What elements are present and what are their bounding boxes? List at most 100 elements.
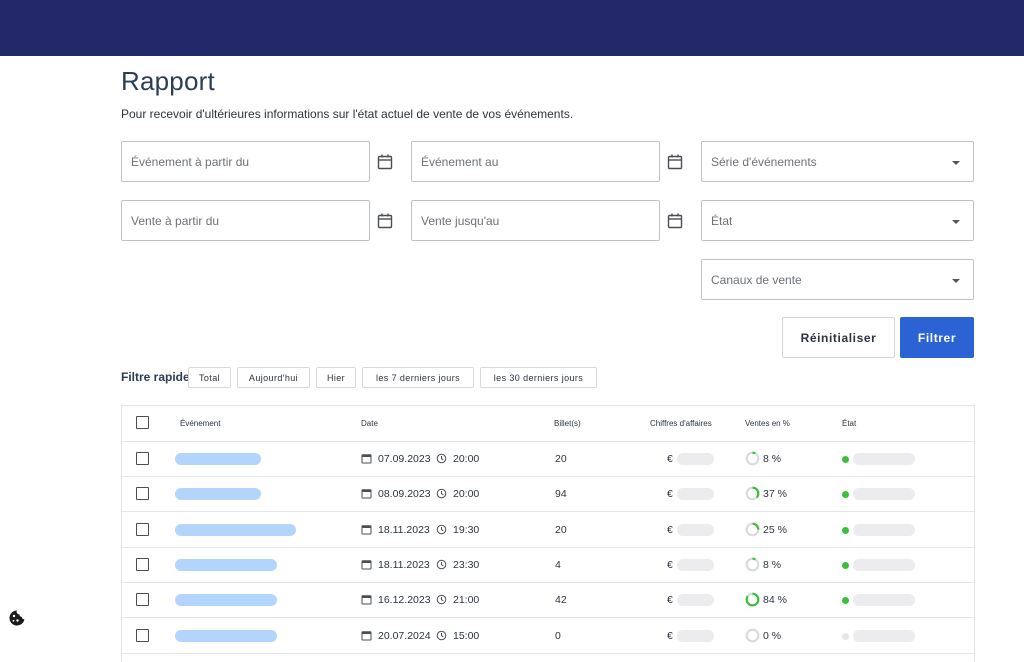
sales-percent: 8 % [763,558,782,571]
currency-symbol: € [667,558,673,571]
state-placeholder [853,558,915,571]
chevron-down-icon [952,279,960,283]
calendar-icon[interactable] [666,212,684,230]
ticket-count: 0 [555,629,561,642]
currency-symbol: € [667,453,673,465]
quick-filter-total[interactable]: Total [188,367,231,388]
state-placeholder [853,523,915,536]
table-row: 08.09.2023 20:00 94 €37 % [122,477,974,513]
revenue-placeholder [677,488,714,501]
sales-progress-ring [745,592,760,607]
state-placeholder [853,488,915,501]
event-name-placeholder[interactable] [175,629,277,642]
event-date: 18.11.2023 [378,523,430,536]
column-revenue[interactable]: Chiffres d'affaires [650,419,712,428]
event-date: 08.09.2023 [378,488,431,501]
column-event[interactable]: Événement [180,419,221,428]
top-navigation-bar [0,0,1024,56]
calendar-icon[interactable] [376,212,394,230]
table-row: 07.09.2023 20:00 20 €8 % [122,442,974,477]
revenue-placeholder [677,594,714,607]
state-placeholder [853,453,915,465]
sale-to-input[interactable]: Vente jusqu'au [411,200,660,241]
state-indicator [842,491,849,499]
currency-symbol: € [667,629,673,642]
sales-progress-ring [745,522,760,537]
ticket-count: 42 [555,594,567,607]
column-tickets[interactable]: Billet(s) [554,419,581,428]
sales-progress-ring [745,557,760,572]
calendar-icon [361,488,372,499]
row-checkbox[interactable] [136,452,149,465]
select-all-checkbox[interactable] [136,416,149,429]
revenue-placeholder [677,453,714,465]
event-name-placeholder[interactable] [175,488,261,501]
event-time: 20:00 [453,488,480,501]
state-select[interactable]: État [701,200,974,241]
event-to-input[interactable]: Événement au [411,141,660,182]
state-placeholder [853,629,915,642]
revenue-placeholder [677,629,714,642]
ticket-count: 94 [555,488,567,501]
report-table: Événement Date Billet(s) Chiffres d'affa… [121,405,975,662]
table-row: 18.11.2023 19:30 20 €25 % [122,513,974,548]
sales-progress-ring [745,486,760,501]
event-name-placeholder[interactable] [175,594,277,607]
state-indicator [842,456,849,463]
currency-symbol: € [667,488,673,501]
chevron-down-icon [952,220,960,224]
event-date: 16.12.2023 [378,594,431,607]
quick-filter-30-days[interactable]: les 30 derniers jours [480,367,597,388]
event-time: 23:30 [453,558,480,571]
event-series-select[interactable]: Série d'événements [701,141,974,182]
calendar-icon [361,453,372,464]
quick-filter-label: Filtre rapide [121,370,190,384]
sale-to-placeholder: Vente jusqu'au [421,214,500,228]
sales-percent: 8 % [763,453,782,465]
sales-progress-ring [745,628,760,643]
reset-button[interactable]: Réinitialiser [782,317,895,358]
quick-filter-yesterday[interactable]: Hier [316,367,356,388]
clock-icon [436,488,447,499]
ticket-count: 20 [555,453,567,465]
column-sales-percent[interactable]: Ventes en % [745,419,790,428]
sales-percent: 25 % [763,523,787,536]
event-name-placeholder[interactable] [175,523,296,536]
row-checkbox[interactable] [136,628,149,642]
filter-button[interactable]: Filtrer [900,317,974,358]
sale-from-input[interactable]: Vente à partir du [121,200,370,241]
state-placeholder: État [711,214,733,228]
event-name-placeholder[interactable] [175,453,261,465]
state-indicator [842,632,849,640]
row-checkbox[interactable] [136,557,149,571]
sales-channels-placeholder: Canaux de vente [711,273,802,287]
state-placeholder [853,594,915,607]
column-date[interactable]: Date [361,419,378,428]
column-state[interactable]: État [842,419,857,428]
cookie-icon[interactable] [8,609,26,627]
revenue-placeholder [677,558,714,571]
calendar-icon[interactable] [666,153,684,171]
event-date: 07.09.2023 [378,453,431,465]
table-row: 20.07.2024 15:00 0 €0 % [122,619,974,654]
sales-channels-select[interactable]: Canaux de vente [701,259,974,300]
row-checkbox[interactable] [136,522,149,536]
calendar-icon [361,524,372,535]
state-indicator [842,561,849,569]
table-header: Événement Date Billet(s) Chiffres d'affa… [122,406,974,442]
calendar-icon[interactable] [376,153,394,171]
row-checkbox[interactable] [136,593,149,607]
event-time: 19:30 [453,523,480,536]
clock-icon [436,630,447,641]
page-subtitle: Pour recevoir d'ultérieures informations… [121,107,574,121]
event-from-input[interactable]: Événement à partir du [121,141,370,182]
event-time: 15:00 [453,629,480,642]
event-name-placeholder[interactable] [175,558,277,571]
clock-icon [436,559,447,570]
quick-filter-today[interactable]: Aujourd'hui [237,367,310,388]
row-checkbox[interactable] [136,487,149,501]
event-from-placeholder: Événement à partir du [131,155,250,169]
table-row: 16.12.2023 21:00 42 €84 % [122,583,974,619]
quick-filter-7-days[interactable]: les 7 derniers jours [362,367,474,388]
state-indicator [842,526,849,534]
